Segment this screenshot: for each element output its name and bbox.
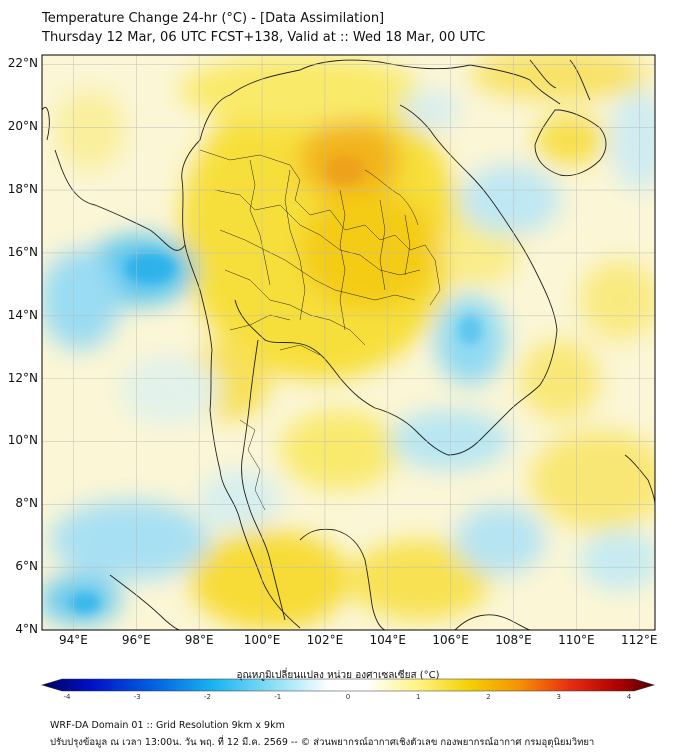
lat-tick-label: 12°N xyxy=(7,370,38,385)
lon-tick-label: 96°E xyxy=(121,633,151,647)
lon-tick-label: 108°E xyxy=(495,633,532,647)
lat-tick-label: 8°N xyxy=(15,496,38,511)
lat-tick-label: 16°N xyxy=(7,244,38,259)
temperature-field xyxy=(42,55,655,630)
map-subtitle: Thursday 12 Mar, 06 UTC FCST+138, Valid … xyxy=(42,30,486,45)
lat-tick-label: 4°N xyxy=(15,622,38,636)
colorbar-tick-label: 2 xyxy=(486,693,491,701)
colorbar-label: อุณหภูมิเปลี่ยนแปลง หน่วย องศาเซลเซียส (… xyxy=(236,670,440,681)
footer-model-info: WRF-DA Domain 01 :: Grid Resolution 9km … xyxy=(50,720,285,731)
lat-tick-label: 10°N xyxy=(7,433,38,448)
colorbar xyxy=(40,678,656,692)
footer-update-info: ปรับปรุงข้อมูล ณ เวลา 13:00น. วัน พฤ. ที… xyxy=(50,737,595,748)
lon-tick-label: 106°E xyxy=(432,633,469,647)
lat-tick-label: 6°N xyxy=(15,559,38,574)
lon-tick-label: 110°E xyxy=(558,633,595,647)
colorbar-tick-label: -2 xyxy=(204,693,211,701)
colorbar-tick-label: 3 xyxy=(556,693,561,701)
lat-tick-label: 14°N xyxy=(7,307,38,322)
colorbar-scale xyxy=(40,678,656,692)
lat-tick-label: 22°N xyxy=(7,56,38,71)
colorbar-tick-label: 0 xyxy=(345,693,351,701)
map-title: Temperature Change 24-hr (°C) - [Data As… xyxy=(42,11,385,26)
lon-tick-label: 94°E xyxy=(58,633,88,647)
colorbar-tick-label: -3 xyxy=(133,693,141,701)
lon-tick-label: 100°E xyxy=(243,633,281,647)
colorbar-tick-label: -4 xyxy=(63,693,71,701)
colorbar-tick-label: -1 xyxy=(274,693,282,701)
lon-tick-label: 98°E xyxy=(184,633,214,647)
lon-tick-label: 104°E xyxy=(369,633,407,647)
map-frame xyxy=(41,54,656,631)
lat-tick-label: 20°N xyxy=(7,119,38,134)
province-borders xyxy=(199,149,441,511)
lon-tick-label: 102°E xyxy=(306,633,344,647)
colorbar-tick-label: 4 xyxy=(626,693,632,701)
lon-tick-label: 112°E xyxy=(621,633,658,647)
colorbar-tick-label: 1 xyxy=(416,693,421,701)
lat-tick-label: 18°N xyxy=(7,182,38,197)
